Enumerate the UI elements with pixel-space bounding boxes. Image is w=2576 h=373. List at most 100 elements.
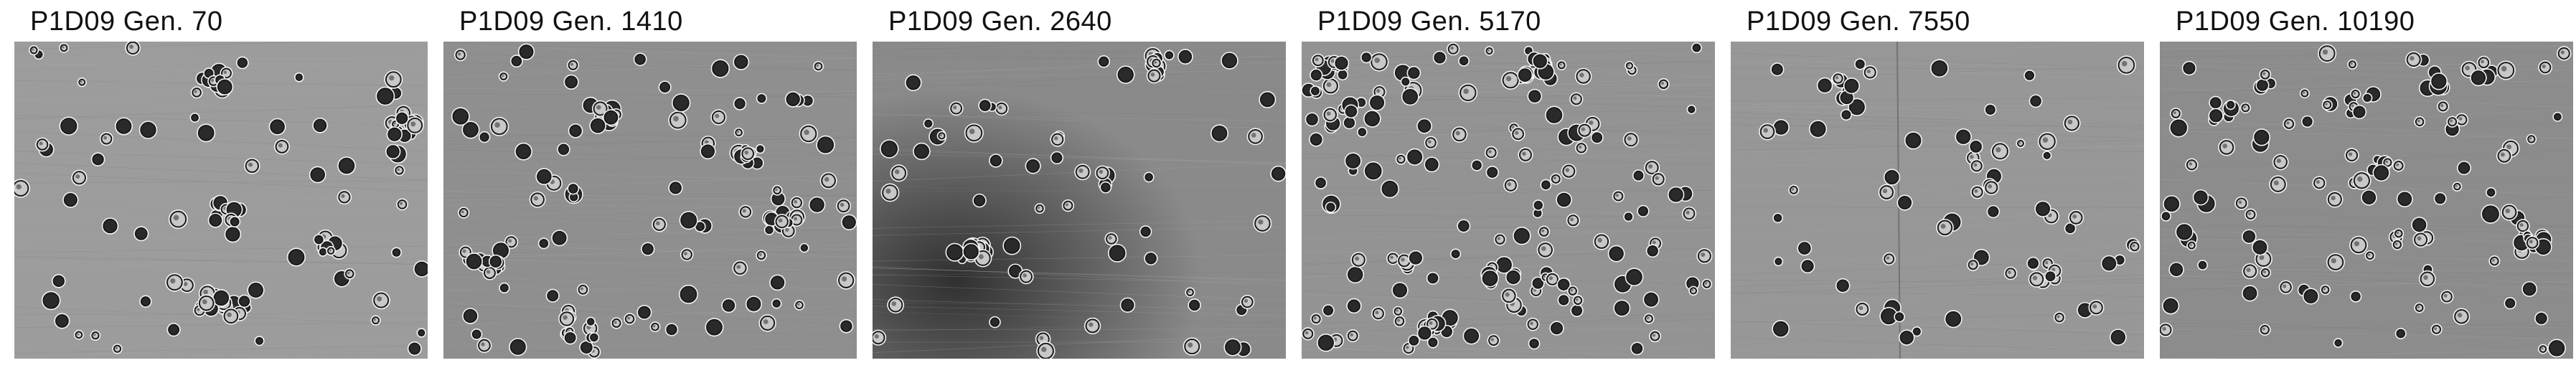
cell: [755, 143, 766, 154]
cell: [904, 74, 922, 92]
cell: [1545, 105, 1564, 125]
cell: [2234, 196, 2249, 210]
cell: [923, 118, 934, 129]
cell: [1485, 146, 1498, 159]
cell: [837, 271, 855, 290]
cell: [1392, 306, 1404, 317]
cell: [1944, 310, 1962, 329]
cell: [710, 59, 730, 78]
cell: [2501, 203, 2519, 221]
cell: [2488, 255, 2501, 267]
cell: [763, 225, 775, 235]
cell: [2168, 262, 2184, 278]
cell: [1259, 90, 1277, 108]
cell: [1556, 277, 1571, 292]
cell: [326, 245, 336, 256]
cell: [2192, 189, 2209, 206]
cell: [1904, 131, 1923, 150]
cell: [99, 131, 113, 146]
cell: [1344, 104, 1358, 119]
cell: [636, 304, 652, 321]
cell: [1337, 69, 1349, 81]
cell: [1177, 49, 1193, 65]
cell: [197, 294, 216, 313]
cell: [535, 168, 553, 186]
cell: [62, 192, 79, 208]
cell: [138, 121, 158, 139]
cell: [458, 207, 470, 219]
cell: [1527, 88, 1543, 104]
cell: [244, 158, 260, 174]
cell: [945, 242, 964, 262]
cell: [1099, 181, 1112, 194]
cell: [1432, 50, 1447, 65]
cell: [1590, 131, 1604, 144]
cell: [273, 138, 290, 155]
cell: [293, 72, 304, 82]
cell: [1034, 203, 1045, 214]
cell: [1808, 120, 1828, 138]
cell: [2026, 256, 2040, 270]
cell: [1500, 288, 1518, 304]
cell: [740, 146, 756, 161]
micrograph-background: [1731, 42, 2144, 359]
cell: [1912, 326, 1922, 337]
cell: [1772, 212, 1783, 224]
panel-title: P1D09 Gen. 70: [30, 6, 223, 37]
cell: [1363, 110, 1381, 128]
cell: [949, 101, 964, 116]
cell: [705, 318, 724, 337]
cell: [2242, 285, 2259, 302]
cell: [1838, 90, 1855, 105]
cell: [268, 118, 286, 136]
cell: [1540, 179, 1552, 191]
cell: [1484, 46, 1495, 56]
cell: [1526, 317, 1540, 331]
cell: [1848, 98, 1866, 116]
cell: [1549, 321, 1564, 336]
cell: [664, 323, 679, 336]
cell: [972, 193, 987, 208]
cell: [2037, 131, 2057, 151]
cell: [1532, 52, 1548, 70]
cell: [758, 314, 776, 332]
cell: [2197, 260, 2208, 270]
panel-gen-70: P1D09 Gen. 70: [14, 0, 428, 373]
cell: [1569, 92, 1584, 106]
cell: [1380, 179, 1399, 199]
cell: [1036, 341, 1056, 359]
cell: [1566, 213, 1581, 227]
cell: [90, 152, 105, 167]
cell: [1185, 287, 1195, 298]
cell: [2023, 69, 2036, 82]
cell: [591, 100, 609, 118]
cell: [1371, 306, 1386, 321]
cell: [1369, 52, 1389, 72]
cell: [2396, 190, 2413, 207]
cell: [567, 182, 580, 195]
cell: [1401, 88, 1419, 106]
cell: [2470, 69, 2487, 87]
cell: [2481, 204, 2501, 224]
cell: [649, 321, 661, 333]
cell: [2128, 240, 2141, 252]
cell: [224, 225, 242, 243]
cell: [1550, 173, 1562, 185]
cell: [1800, 258, 1815, 274]
cell: [112, 343, 123, 354]
cell: [563, 74, 579, 90]
cell: [1505, 269, 1522, 285]
cell: [2538, 344, 2548, 354]
cell: [1557, 293, 1570, 307]
cell: [2242, 263, 2258, 280]
cell: [1360, 51, 1373, 64]
cell: [1450, 248, 1462, 260]
cell: [1487, 334, 1500, 347]
cell: [2209, 95, 2223, 110]
cell: [1623, 211, 1634, 222]
cell: [2394, 328, 2407, 340]
cell: [1645, 244, 1660, 258]
cell: [2440, 290, 2454, 304]
cell: [2321, 99, 2333, 110]
cell: [2208, 108, 2224, 123]
